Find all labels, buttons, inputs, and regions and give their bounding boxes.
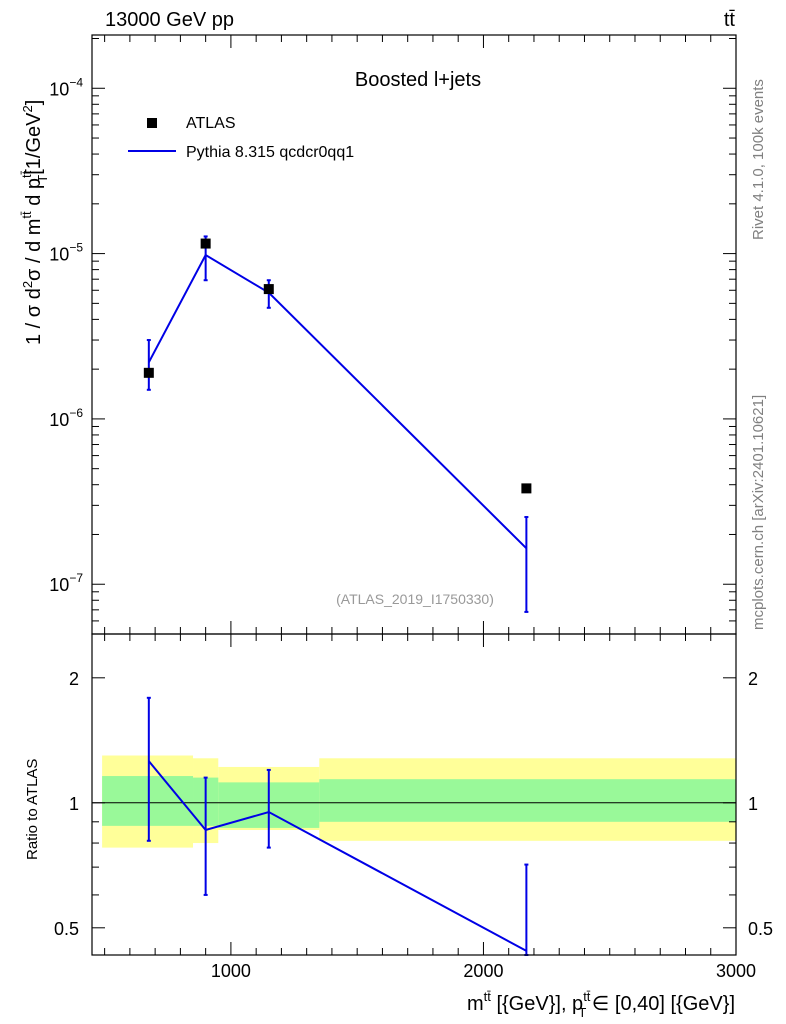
figure: 13000 GeV pp tt̄ Rivet 4.1.0, 100k event…	[0, 0, 786, 1024]
legend: ATLAS Pythia 8.315 qcdcr0qq1	[128, 115, 354, 161]
ratio-band-inner	[102, 776, 193, 826]
x-tick-label: 2000	[463, 961, 503, 981]
x-tick-label: 1000	[211, 961, 251, 981]
main-plot-panel: 10−7 10−6 10−5 10−4 Boosted l+jets (ATLAS_2…	[19, 35, 736, 634]
data-point	[144, 368, 154, 378]
x-tick-label: 3000	[716, 961, 756, 981]
main-series-layer	[144, 236, 532, 611]
x-axis-label: mtt̄ [{GeV}], ptt̄ T ∈ [0,40] [{GeV}]	[467, 989, 735, 1020]
ratio-y-tick-label: 0.5	[54, 919, 79, 939]
ratio-y-tick-label-right: 0.5	[748, 919, 773, 939]
data-point	[264, 284, 274, 294]
ratio-y-tick-label-right: 2	[748, 669, 758, 689]
main-y-tick-label: 10−5	[49, 241, 83, 265]
ratio-plot-panel: 1000 2000 3000 0.5 0.5 1 1 2 2 Ratio to ATLAS mt…	[24, 634, 773, 1020]
ratio-y-tick-label: 1	[69, 794, 79, 814]
ratio-bands-layer	[92, 755, 736, 847]
legend-mc-label: Pythia 8.315 qcdcr0qq1	[186, 144, 354, 161]
mcplots-label: mcplots.cern.ch [arXiv:2401.10621]	[750, 395, 767, 630]
rivet-version-label: Rivet 4.1.0, 100k events	[750, 79, 767, 240]
ratio-y-tick-label: 2	[69, 669, 79, 689]
header-process-label: tt̄	[724, 9, 736, 31]
data-point	[521, 483, 531, 493]
ratio-y-axis-label: Ratio to ATLAS	[24, 759, 41, 860]
main-y-tick-label: 10−7	[49, 571, 83, 595]
analysis-id-label: (ATLAS_2019_I1750330)	[336, 591, 494, 607]
main-title: Boosted l+jets	[355, 69, 481, 91]
ratio-y-tick-label-right: 1	[748, 794, 758, 814]
header-energy-label: 13000 GeV pp	[105, 9, 234, 31]
legend-data-label: ATLAS	[186, 115, 236, 132]
main-y-tick-label: 10−6	[49, 406, 83, 430]
data-point	[201, 239, 211, 249]
main-y-axis-label: 1 / σ d2σ / d mtt̄ d ptt̄T[1/GeV2]	[19, 100, 50, 345]
main-y-tick-label: 10−4	[49, 75, 83, 99]
mc-line	[149, 255, 527, 548]
legend-data-marker	[147, 118, 157, 128]
ratio-band-inner	[319, 779, 736, 822]
